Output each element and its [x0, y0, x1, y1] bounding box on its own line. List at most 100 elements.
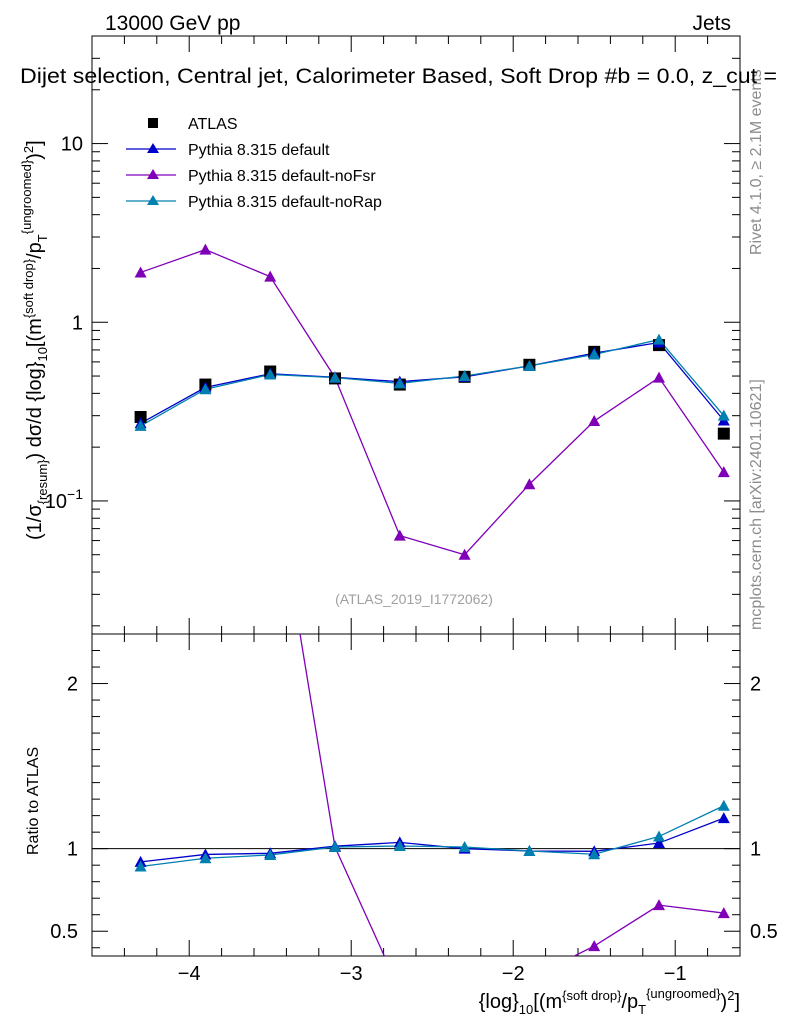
main-panel: 10−1 1 10 (ATLAS_2019_I1772062): [45, 35, 741, 956]
point-pythia-8-315-default-norap: [199, 383, 212, 395]
xlabel-e: ]: [734, 991, 740, 1013]
main-ylabel-text: (1/σ: [24, 504, 46, 540]
ratio-point-pythia-8-315-default-norap: [717, 799, 730, 811]
ratio-panel: 0.5 0.5 1 1 2 2 −4 −3 −2 −1: [50, 446, 778, 1002]
ratio-point-pythia-8-315-default-norap: [653, 830, 665, 842]
legend-marker-default: [147, 143, 159, 153]
ratio-point-pythia-8-315-default-nofsr: [264, 446, 276, 457]
point-pythia-8-315-default-norap: [588, 348, 601, 360]
point-atlas: [717, 427, 730, 440]
ratio-lines: [140, 634, 725, 956]
header-left: 13000 GeV pp: [105, 12, 240, 35]
legend-entry-norap: Pythia 8.315 default-noRap: [126, 194, 382, 211]
legend-label-atlas: ATLAS: [188, 116, 238, 133]
legend: ATLAS Pythia 8.315 default Pythia 8.315 …: [126, 116, 382, 211]
ratio-markers: [134, 446, 730, 1002]
point-pythia-8-315-default-norap: [134, 419, 147, 431]
ratio-point-pythia-8-315-default-nofsr: [394, 984, 406, 995]
ratio-point-pythia-8-315-default: [653, 837, 665, 849]
xlabel-10: 10: [519, 1002, 533, 1017]
ratio-ytick-label: 2: [67, 674, 78, 696]
main-ylabel-mid: ) dσ/d {log}: [24, 361, 46, 459]
header-right: Jets: [692, 12, 731, 35]
xtick-label: −2: [502, 963, 525, 985]
legend-entry-nofsr: Pythia 8.315 default-noFsr: [126, 168, 376, 185]
main-ylabel-sup2: {ungroomed}: [19, 159, 34, 234]
ratio-ytick-label: 0.5: [50, 921, 78, 943]
ratio-ytick-label-right: 2: [750, 674, 761, 696]
point-pythia-8-315-default-nofsr: [717, 466, 730, 478]
analysis-label: (ATLAS_2019_I1772062): [335, 591, 493, 607]
ratio-point-pythia-8-315-default-nofsr: [459, 991, 471, 1002]
legend-marker-norap: [147, 195, 159, 205]
ratio-frame: [91, 633, 741, 957]
legend-label-nofsr: Pythia 8.315 default-noFsr: [188, 168, 376, 185]
legend-entry-default: Pythia 8.315 default: [126, 142, 330, 159]
point-pythia-8-315-default-norap: [717, 409, 730, 421]
main-ylabel-sub10: 10: [35, 347, 50, 361]
xlabel-T: T: [638, 1002, 646, 1017]
main-ylabel-sup1: {soft drop}: [21, 258, 36, 318]
xtick-label: −4: [178, 963, 201, 985]
point-pythia-8-315-default-nofsr: [653, 371, 665, 383]
ratio-ytick-label-right: 1: [750, 839, 761, 861]
main-lines: [140, 248, 725, 556]
point-pythia-8-315-default-norap: [264, 368, 277, 380]
main-ylabel-subT: T: [35, 234, 50, 242]
main-ylabel-sub: {resum}: [35, 459, 50, 504]
point-pythia-8-315-default-norap: [393, 377, 406, 389]
legend-entry-atlas: ATLAS: [148, 116, 238, 133]
xlabel-sup2: {ungroomed}: [646, 986, 721, 1001]
ratio-ylabel: Ratio to ATLAS: [25, 747, 42, 855]
ratio-line-pythia-8-315-default-nofsr: [299, 634, 724, 956]
mcplots-label: mcplots.cern.ch [arXiv:2401.10621]: [748, 379, 765, 630]
main-ytick-label: 10: [61, 134, 83, 156]
ratio-point-pythia-8-315-default-nofsr: [523, 972, 535, 983]
ratio-point-pythia-8-315-default-norap: [393, 840, 406, 852]
xlabel-2: 2: [727, 988, 734, 1003]
point-pythia-8-315-default-norap: [523, 359, 536, 371]
main-ylabel-end: [(m: [24, 318, 46, 347]
legend-marker-nofsr: [147, 169, 159, 179]
xtick-label: −3: [340, 963, 363, 985]
legend-marker-atlas: [148, 118, 158, 128]
xlabel: {log}10[(m{soft drop}/pT{ungroomed})2]: [479, 986, 740, 1017]
legend-label-default: Pythia 8.315 default: [188, 142, 330, 159]
main-ticks: 10−1 1 10: [45, 35, 740, 956]
line-pythia-8-315-default-nofsr: [140, 248, 725, 556]
point-pythia-8-315-default-nofsr: [588, 415, 601, 427]
main-ylabel-close: ): [24, 153, 46, 160]
main-ytick-label: 10−1: [45, 486, 83, 513]
point-pythia-8-315-default-nofsr: [264, 270, 277, 282]
ratio-point-pythia-8-315-default-norap: [134, 860, 147, 872]
point-pythia-8-315-default-nofsr: [523, 478, 536, 490]
point-pythia-8-315-default-norap: [653, 333, 665, 345]
xlabel-d: ): [721, 991, 728, 1013]
rivet-label: Rivet 4.1.0, ≥ 2.1M events: [748, 69, 765, 255]
main-ytick-label: 1: [72, 312, 83, 334]
legend-label-norap: Pythia 8.315 default-noRap: [188, 194, 382, 211]
main-ylabel-slash: /p: [24, 242, 46, 259]
xtick-label: −1: [664, 963, 687, 985]
ratio-ytick-label: 1: [67, 839, 78, 861]
ratio-ticks: 0.5 0.5 1 1 2 2 −4 −3 −2 −1: [50, 650, 778, 985]
ratio-line-pythia-8-315-default: [140, 817, 725, 863]
ratio-point-pythia-8-315-default-norap: [329, 841, 341, 853]
xlabel-a: {log}: [479, 991, 519, 1013]
line-pythia-8-315-default: [140, 341, 725, 424]
point-atlas: [134, 410, 147, 423]
point-pythia-8-315-default-nofsr: [134, 266, 147, 278]
ratio-point-pythia-8-315-default-norap: [458, 841, 471, 853]
xlabel-sup1: {soft drop}: [562, 988, 622, 1003]
ratio-point-pythia-8-315-default-norap: [523, 844, 536, 856]
point-pythia-8-315-default-nofsr: [393, 529, 406, 541]
line-pythia-8-315-default-norap: [140, 338, 725, 427]
ratio-ytick-label-right: 0.5: [750, 921, 778, 943]
ratio-point-pythia-8-315-default-nofsr: [653, 899, 665, 911]
ratio-line-pythia-8-315-default-norap: [140, 805, 725, 868]
ratio-point-pythia-8-315-default-nofsr: [717, 907, 730, 919]
main-ylabel: (1/σ{resum}) dσ/d {log}10[(m{soft drop}/…: [19, 140, 50, 540]
point-pythia-8-315-default-norap: [458, 370, 471, 382]
ratio-point-pythia-8-315-default-norap: [588, 848, 601, 860]
